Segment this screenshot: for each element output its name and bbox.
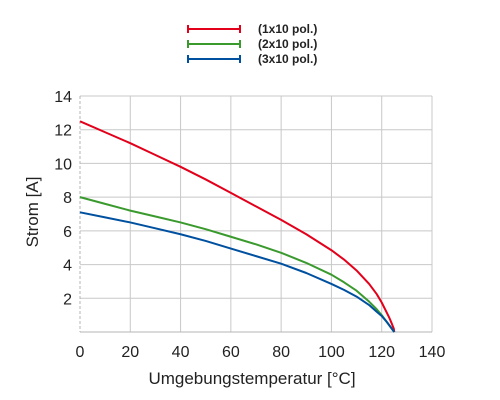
y-tick-label: 2 [63, 291, 72, 308]
x-tick-label: 20 [121, 344, 139, 361]
x-axis-title: Umgebungstemperatur [°C] [148, 369, 355, 388]
x-tick-label: 0 [76, 344, 85, 361]
legend-label: (2x10 pol.) [258, 37, 317, 51]
x-tick-label: 80 [272, 344, 290, 361]
series-line [79, 120, 396, 333]
y-tick-label: 6 [63, 224, 72, 241]
y-tick-label: 14 [54, 89, 72, 106]
y-tick-label: 10 [54, 156, 72, 173]
y-tick-label: 8 [63, 190, 72, 207]
legend-label: (1x10 pol.) [258, 22, 317, 36]
x-tick-label: 140 [419, 344, 446, 361]
legend-label: (3x10 pol.) [258, 52, 317, 66]
legend: (1x10 pol.)(2x10 pol.)(3x10 pol.) [187, 22, 317, 66]
x-tick-label: 40 [172, 344, 190, 361]
axes: 0 20 40 60 80 100 120 140 2 4 6 8 10 12 14 [54, 89, 445, 361]
grid [80, 95, 433, 332]
x-tick-label: 100 [318, 344, 345, 361]
y-axis-title: Strom [A] [23, 177, 42, 248]
y-tick-label: 4 [63, 258, 72, 275]
series-lines [79, 120, 396, 333]
y-tick-label: 12 [54, 123, 72, 140]
series-line [79, 211, 396, 333]
x-tick-label: 60 [222, 344, 240, 361]
x-tick-label: 120 [368, 344, 395, 361]
